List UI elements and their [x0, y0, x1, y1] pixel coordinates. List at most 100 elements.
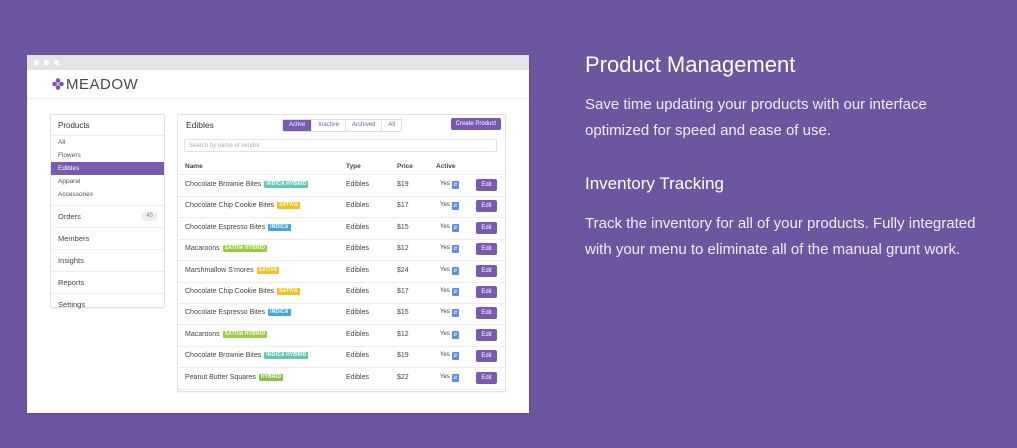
table-row: Macaroons SATIVA HYBRID Edibles $12 Yes ⇵ Edit [178, 325, 505, 347]
active-value: Yes [440, 223, 450, 230]
sidebar-item-label: Settings [58, 300, 86, 309]
sidebar-subitem[interactable]: Accessories [58, 191, 94, 198]
table-row: Chocolate Espresso Bites INDICA Edibles $15… [178, 303, 505, 326]
product-price: $19 [397, 181, 409, 188]
product-name[interactable]: Marshmallow S'mores [185, 266, 254, 274]
column-header-price[interactable]: Price [397, 163, 413, 170]
strain-tag: INDICA HYBRID [264, 181, 309, 188]
strain-tag: SATIVA [277, 288, 300, 295]
edit-button[interactable]: Edit [476, 371, 497, 384]
create-product-button[interactable]: Create Product [450, 118, 501, 130]
strain-tag: INDICA [268, 223, 291, 231]
product-name[interactable]: Chocolate Brownie Bites [185, 181, 262, 188]
select-stepper-icon[interactable]: ⇵ [451, 223, 459, 232]
product-name[interactable]: Chocolate Espresso Bites [185, 309, 266, 317]
section-description: Save time updating your products with ou… [585, 96, 927, 139]
sidebar-heading[interactable]: Products [51, 115, 164, 136]
sidebar-subitem[interactable]: Flowers [58, 152, 81, 159]
edit-button[interactable]: Edit [476, 328, 497, 341]
sidebar-item-settings[interactable]: Settings [51, 293, 164, 315]
product-name-cell[interactable]: Macaroons SATIVA HYBRID [185, 245, 268, 253]
product-name-cell[interactable]: Chocolate Chip Cookie Bites SATIVA [185, 288, 300, 295]
product-name[interactable]: Chocolate Brownie Bites [185, 352, 262, 360]
filter-tab-archived[interactable]: Archived [345, 120, 381, 131]
sidebar-subitems: All Flowers Edibles Apparel Accessories [51, 136, 164, 201]
table-row: Chocolate Brownie Bites INDICA HYBRID Edib… [178, 346, 505, 369]
filter-tab-active[interactable]: Active [283, 120, 312, 131]
product-name-cell[interactable]: Chocolate Chip Cookie Bites SATIVA [185, 202, 300, 210]
window-dot-icon [54, 60, 59, 65]
product-name-cell[interactable]: Chocolate Espresso Bites INDICA [185, 223, 291, 231]
product-type: Edibles [346, 373, 369, 381]
filter-tab-all[interactable]: All [381, 120, 401, 131]
column-header-active[interactable]: Active [436, 163, 456, 170]
strain-tag: SATIVA [256, 266, 280, 274]
edit-button[interactable]: Edit [476, 200, 497, 213]
active-select[interactable]: Yes ⇵ [440, 266, 459, 275]
product-type: Edibles [346, 223, 369, 231]
table-row: Marshmallow S'mores SATIVA Edibles $24 Yes ⇵ E… [178, 261, 505, 283]
search-input[interactable]: Search by name or vendor [184, 139, 497, 152]
product-name-cell[interactable]: Chocolate Brownie Bites INDICA HYBRID [185, 352, 309, 360]
select-stepper-icon[interactable]: ⇵ [451, 330, 459, 339]
sidebar-subitem[interactable]: All [58, 139, 66, 146]
product-name-cell[interactable]: Marshmallow S'mores SATIVA [185, 266, 280, 274]
select-stepper-icon[interactable]: ⇵ [451, 202, 459, 211]
product-name-cell[interactable]: Macaroons SATIVA HYBRID [185, 330, 268, 338]
edit-button[interactable]: Edit [476, 307, 497, 320]
active-select[interactable]: Yes ⇵ [440, 223, 459, 232]
edit-button[interactable]: Edit [476, 221, 497, 234]
active-select[interactable]: Yes ⇵ [440, 245, 459, 254]
product-type: Edibles [346, 309, 369, 317]
filter-tab-inactive[interactable]: Inactive [311, 120, 345, 131]
product-name[interactable]: Macaroons [185, 245, 220, 253]
product-price: $12 [397, 245, 409, 253]
active-select[interactable]: Yes ⇵ [440, 288, 459, 296]
select-stepper-icon[interactable]: ⇵ [451, 181, 459, 189]
select-stepper-icon[interactable]: ⇵ [451, 288, 459, 296]
active-select[interactable]: Yes ⇵ [440, 352, 459, 361]
strain-tag: HYBRID [258, 373, 284, 381]
product-type: Edibles [346, 266, 369, 274]
strain-tag: SATIVA HYBRID [222, 330, 268, 338]
sidebar-item-reports[interactable]: Reports [51, 271, 164, 293]
meadow-logo-icon [52, 78, 64, 90]
product-name-cell[interactable]: Chocolate Brownie Bites INDICA HYBRID [185, 181, 309, 188]
sidebar-item-members[interactable]: Members [51, 227, 164, 249]
active-select[interactable]: Yes ⇵ [440, 330, 459, 339]
sidebar-item-insights[interactable]: Insights [51, 249, 164, 271]
product-name[interactable]: Macaroons [185, 330, 220, 338]
select-stepper-icon[interactable]: ⇵ [451, 309, 459, 318]
select-stepper-icon[interactable]: ⇵ [451, 352, 459, 361]
sidebar-subitem[interactable]: Edibles [51, 162, 164, 175]
sidebar-items: Orders 45 Members Insights Reports Settings [51, 205, 164, 315]
table-row: Chocolate Espresso Bites INDICA Edibles $15… [178, 218, 505, 240]
edit-button[interactable]: Edit [476, 350, 497, 363]
count-badge: 45 [141, 212, 158, 221]
product-type: Edibles [346, 288, 369, 295]
active-select[interactable]: Yes ⇵ [440, 373, 459, 382]
product-name[interactable]: Chocolate Chip Cookie Bites [185, 202, 275, 210]
product-name[interactable]: Chocolate Chip Cookie Bites [185, 288, 275, 295]
strain-tag: SATIVA HYBRID [222, 245, 268, 253]
active-select[interactable]: Yes ⇵ [440, 202, 459, 211]
product-name[interactable]: Chocolate Espresso Bites [185, 223, 266, 231]
edit-button[interactable]: Edit [476, 286, 497, 298]
product-name[interactable]: Peanut Butter Squares [185, 373, 256, 381]
active-select[interactable]: Yes ⇵ [440, 309, 459, 318]
edit-button[interactable]: Edit [476, 264, 497, 277]
column-header-name[interactable]: Name [185, 163, 203, 170]
product-price: $22 [397, 373, 409, 381]
edit-button[interactable]: Edit [476, 243, 497, 256]
edit-button[interactable]: Edit [476, 179, 497, 191]
product-name-cell[interactable]: Chocolate Espresso Bites INDICA [185, 309, 291, 317]
column-header-type[interactable]: Type [346, 163, 361, 170]
product-price: $12 [397, 330, 409, 338]
select-stepper-icon[interactable]: ⇵ [451, 266, 459, 275]
active-select[interactable]: Yes ⇵ [440, 181, 459, 189]
sidebar-subitem[interactable]: Apparel [58, 178, 81, 185]
sidebar-item-orders[interactable]: Orders 45 [51, 205, 164, 227]
select-stepper-icon[interactable]: ⇵ [451, 373, 459, 382]
select-stepper-icon[interactable]: ⇵ [451, 245, 459, 254]
product-name-cell[interactable]: Peanut Butter Squares HYBRID [185, 373, 284, 381]
